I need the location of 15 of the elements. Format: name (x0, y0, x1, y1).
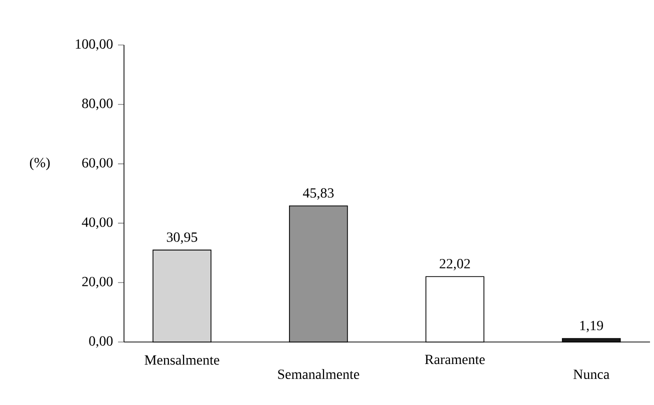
data-label: 45,83 (302, 188, 334, 200)
x-tick-label: Nunca (573, 370, 610, 380)
y-tick-label: 60,00 (82, 158, 113, 170)
data-label: 30,95 (166, 232, 198, 244)
x-tick-label: Mensalmente (144, 354, 220, 365)
y-tick-label: 80,00 (82, 98, 113, 110)
y-tick-label: 40,00 (82, 217, 113, 229)
y-axis-title: (%) (30, 157, 50, 170)
data-label: 1,19 (580, 320, 604, 332)
data-label: 22,02 (440, 258, 470, 270)
x-tick-label: Semanalmente (278, 369, 360, 380)
y-tick-label: 100,00 (76, 39, 113, 51)
y-tick-label: 20,00 (82, 276, 113, 288)
y-tick-label: 0,00 (89, 336, 113, 348)
x-tick-label: Raramente (424, 354, 485, 364)
